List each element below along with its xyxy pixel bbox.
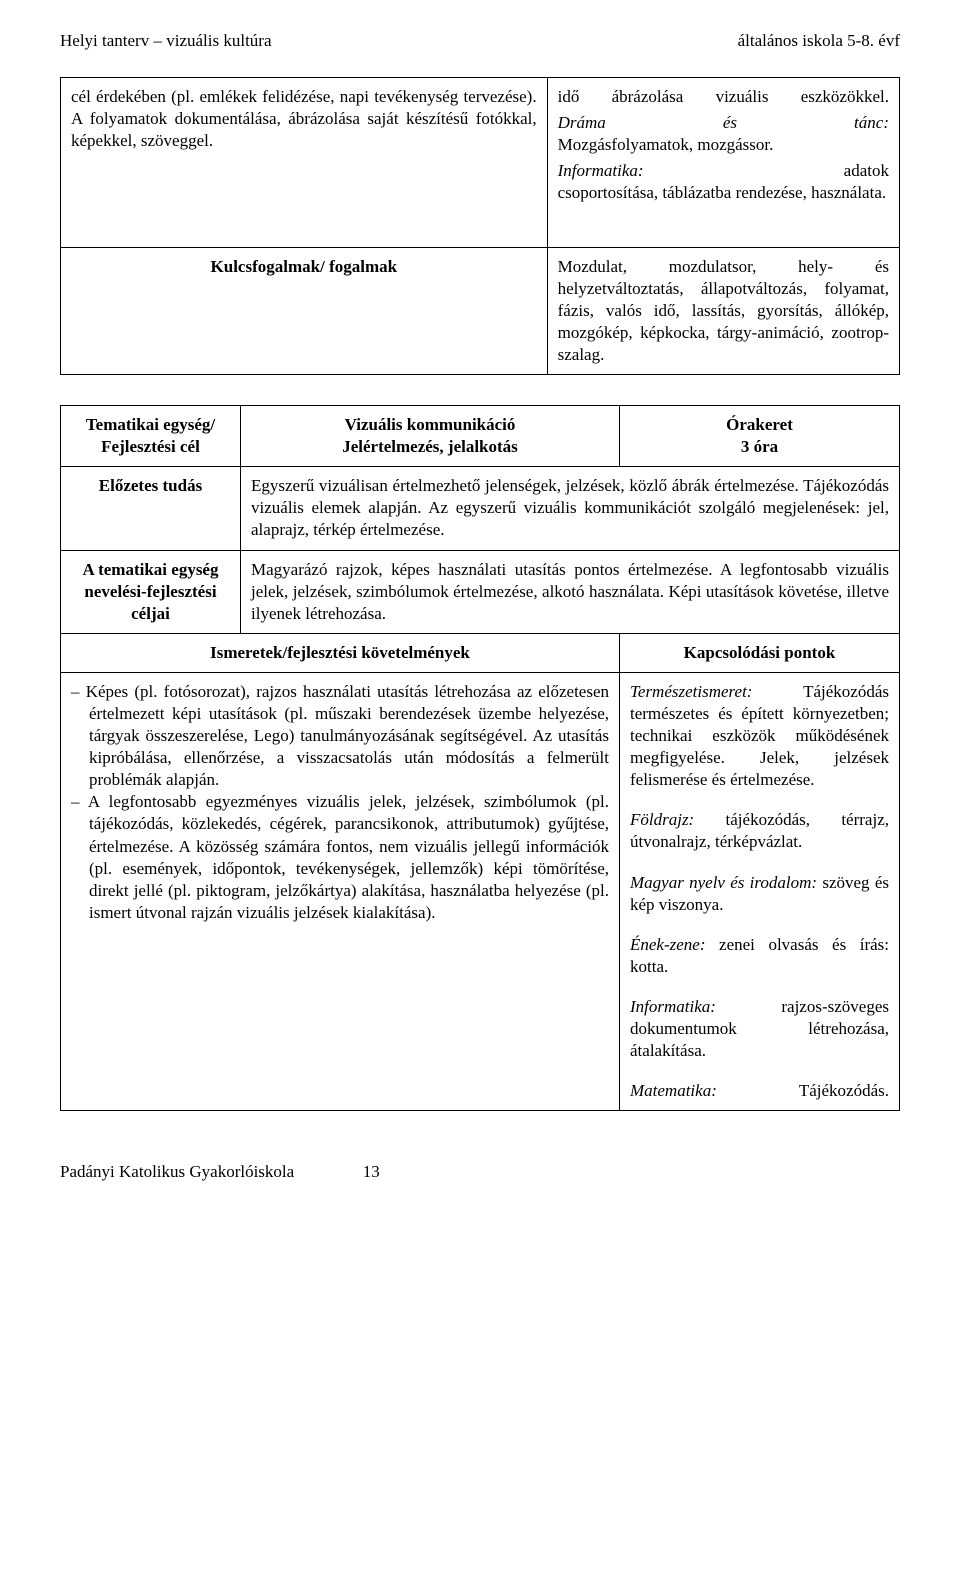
paragraph: cél érdekében (pl. emlékek felidézése, n… xyxy=(71,86,537,152)
hours-value: 3 óra xyxy=(630,436,889,458)
content-cell: Mozdulat, mozdulatsor, hely- és helyzetv… xyxy=(547,247,899,374)
connections-cell: Természetismeret: Tájékozódás természete… xyxy=(620,672,900,1110)
paragraph: Matematika: Tájékozódás. xyxy=(630,1080,889,1102)
footer-school: Padányi Katolikus Gyakorlóiskola xyxy=(60,1162,294,1181)
table-row: Tematikai egység/ Fejlesztési cél Vizuál… xyxy=(61,406,900,467)
paragraph: Informatika: adatok xyxy=(558,160,889,182)
table-row: Kulcsfogalmak/ fogalmak Mozdulat, mozdul… xyxy=(61,247,900,374)
table-section-2: Tematikai egység/ Fejlesztési cél Vizuál… xyxy=(60,405,900,1111)
text-italic: Ének-zene: xyxy=(630,935,706,954)
subhead-left: Ismeretek/fejlesztési követelmények xyxy=(61,633,620,672)
content-cell: Magyarázó rajzok, képes használati utasí… xyxy=(241,550,900,633)
paragraph: Ének-zene: zenei olvasás és írás: kotta. xyxy=(630,934,889,978)
paragraph: Informatika: rajzos-szöveges dokumentumo… xyxy=(630,996,889,1062)
label-cell: A tematikai egység nevelési-fejlesztési … xyxy=(61,550,241,633)
list-item: A legfontosabb egyezményes vizuális jele… xyxy=(71,791,609,924)
footer-page-number: 13 xyxy=(363,1162,380,1181)
page-footer: Padányi Katolikus Gyakorlóiskola 13 xyxy=(60,1161,900,1183)
table-section-1: cél érdekében (pl. emlékek felidézése, n… xyxy=(60,77,900,375)
table-row: Képes (pl. fotósorozat), rajzos használa… xyxy=(61,672,900,1110)
title-line: Vizuális kommunikáció xyxy=(251,414,609,436)
label-cell: Kulcsfogalmak/ fogalmak xyxy=(61,247,548,374)
content-cell: Egyszerű vizuálisan értelmezhető jelensé… xyxy=(241,467,900,550)
content-cell-left: cél érdekében (pl. emlékek felidézése, n… xyxy=(61,78,548,247)
text-italic: tánc: xyxy=(854,112,889,134)
label-cell: Tematikai egység/ Fejlesztési cél xyxy=(61,406,241,467)
label-cell: Előzetes tudás xyxy=(61,467,241,550)
text: Tájékozódás. xyxy=(799,1080,889,1102)
header-right: általános iskola 5-8. évf xyxy=(738,30,900,52)
table-row: Ismeretek/fejlesztési követelmények Kapc… xyxy=(61,633,900,672)
table-row: Előzetes tudás Egyszerű vizuálisan értel… xyxy=(61,467,900,550)
text-italic: Informatika: xyxy=(558,160,644,182)
content-cell-right: idő ábrázolása vizuális eszközökkel. Drá… xyxy=(547,78,899,247)
paragraph: idő ábrázolása vizuális eszközökkel. xyxy=(558,86,889,108)
text-italic: Informatika: xyxy=(630,997,716,1016)
paragraph: csoportosítása, táblázatba rendezése, ha… xyxy=(558,182,889,204)
header-left: Helyi tanterv – vizuális kultúra xyxy=(60,30,272,52)
title-cell: Vizuális kommunikáció Jelértelmezés, jel… xyxy=(241,406,620,467)
hours-cell: Órakeret 3 óra xyxy=(620,406,900,467)
page-header: Helyi tanterv – vizuális kultúra általán… xyxy=(60,30,900,52)
paragraph: Földrajz: tájékozódás, térrajz, útvonalr… xyxy=(630,809,889,853)
requirements-cell: Képes (pl. fotósorozat), rajzos használa… xyxy=(61,672,620,1110)
table-row: cél érdekében (pl. emlékek felidézése, n… xyxy=(61,78,900,247)
text-italic: Földrajz: xyxy=(630,810,694,829)
subhead-right: Kapcsolódási pontok xyxy=(620,633,900,672)
table-row: A tematikai egység nevelési-fejlesztési … xyxy=(61,550,900,633)
text-italic: Természetismeret: xyxy=(630,682,752,701)
text: adatok xyxy=(844,160,889,182)
paragraph: Mozgásfolyamatok, mozgássor. xyxy=(558,134,889,156)
hours-label: Órakeret xyxy=(630,414,889,436)
text-italic: Magyar nyelv és irodalom: xyxy=(630,873,817,892)
paragraph: Természetismeret: Tájékozódás természete… xyxy=(630,681,889,791)
title-line: Jelértelmezés, jelalkotás xyxy=(251,436,609,458)
paragraph: Dráma és tánc: xyxy=(558,112,889,134)
paragraph: Magyar nyelv és irodalom: szöveg és kép … xyxy=(630,872,889,916)
text-italic: és xyxy=(723,112,737,134)
text-italic: Matematika: xyxy=(630,1080,717,1102)
list-item: Képes (pl. fotósorozat), rajzos használa… xyxy=(71,681,609,791)
text-italic: Dráma xyxy=(558,112,606,134)
